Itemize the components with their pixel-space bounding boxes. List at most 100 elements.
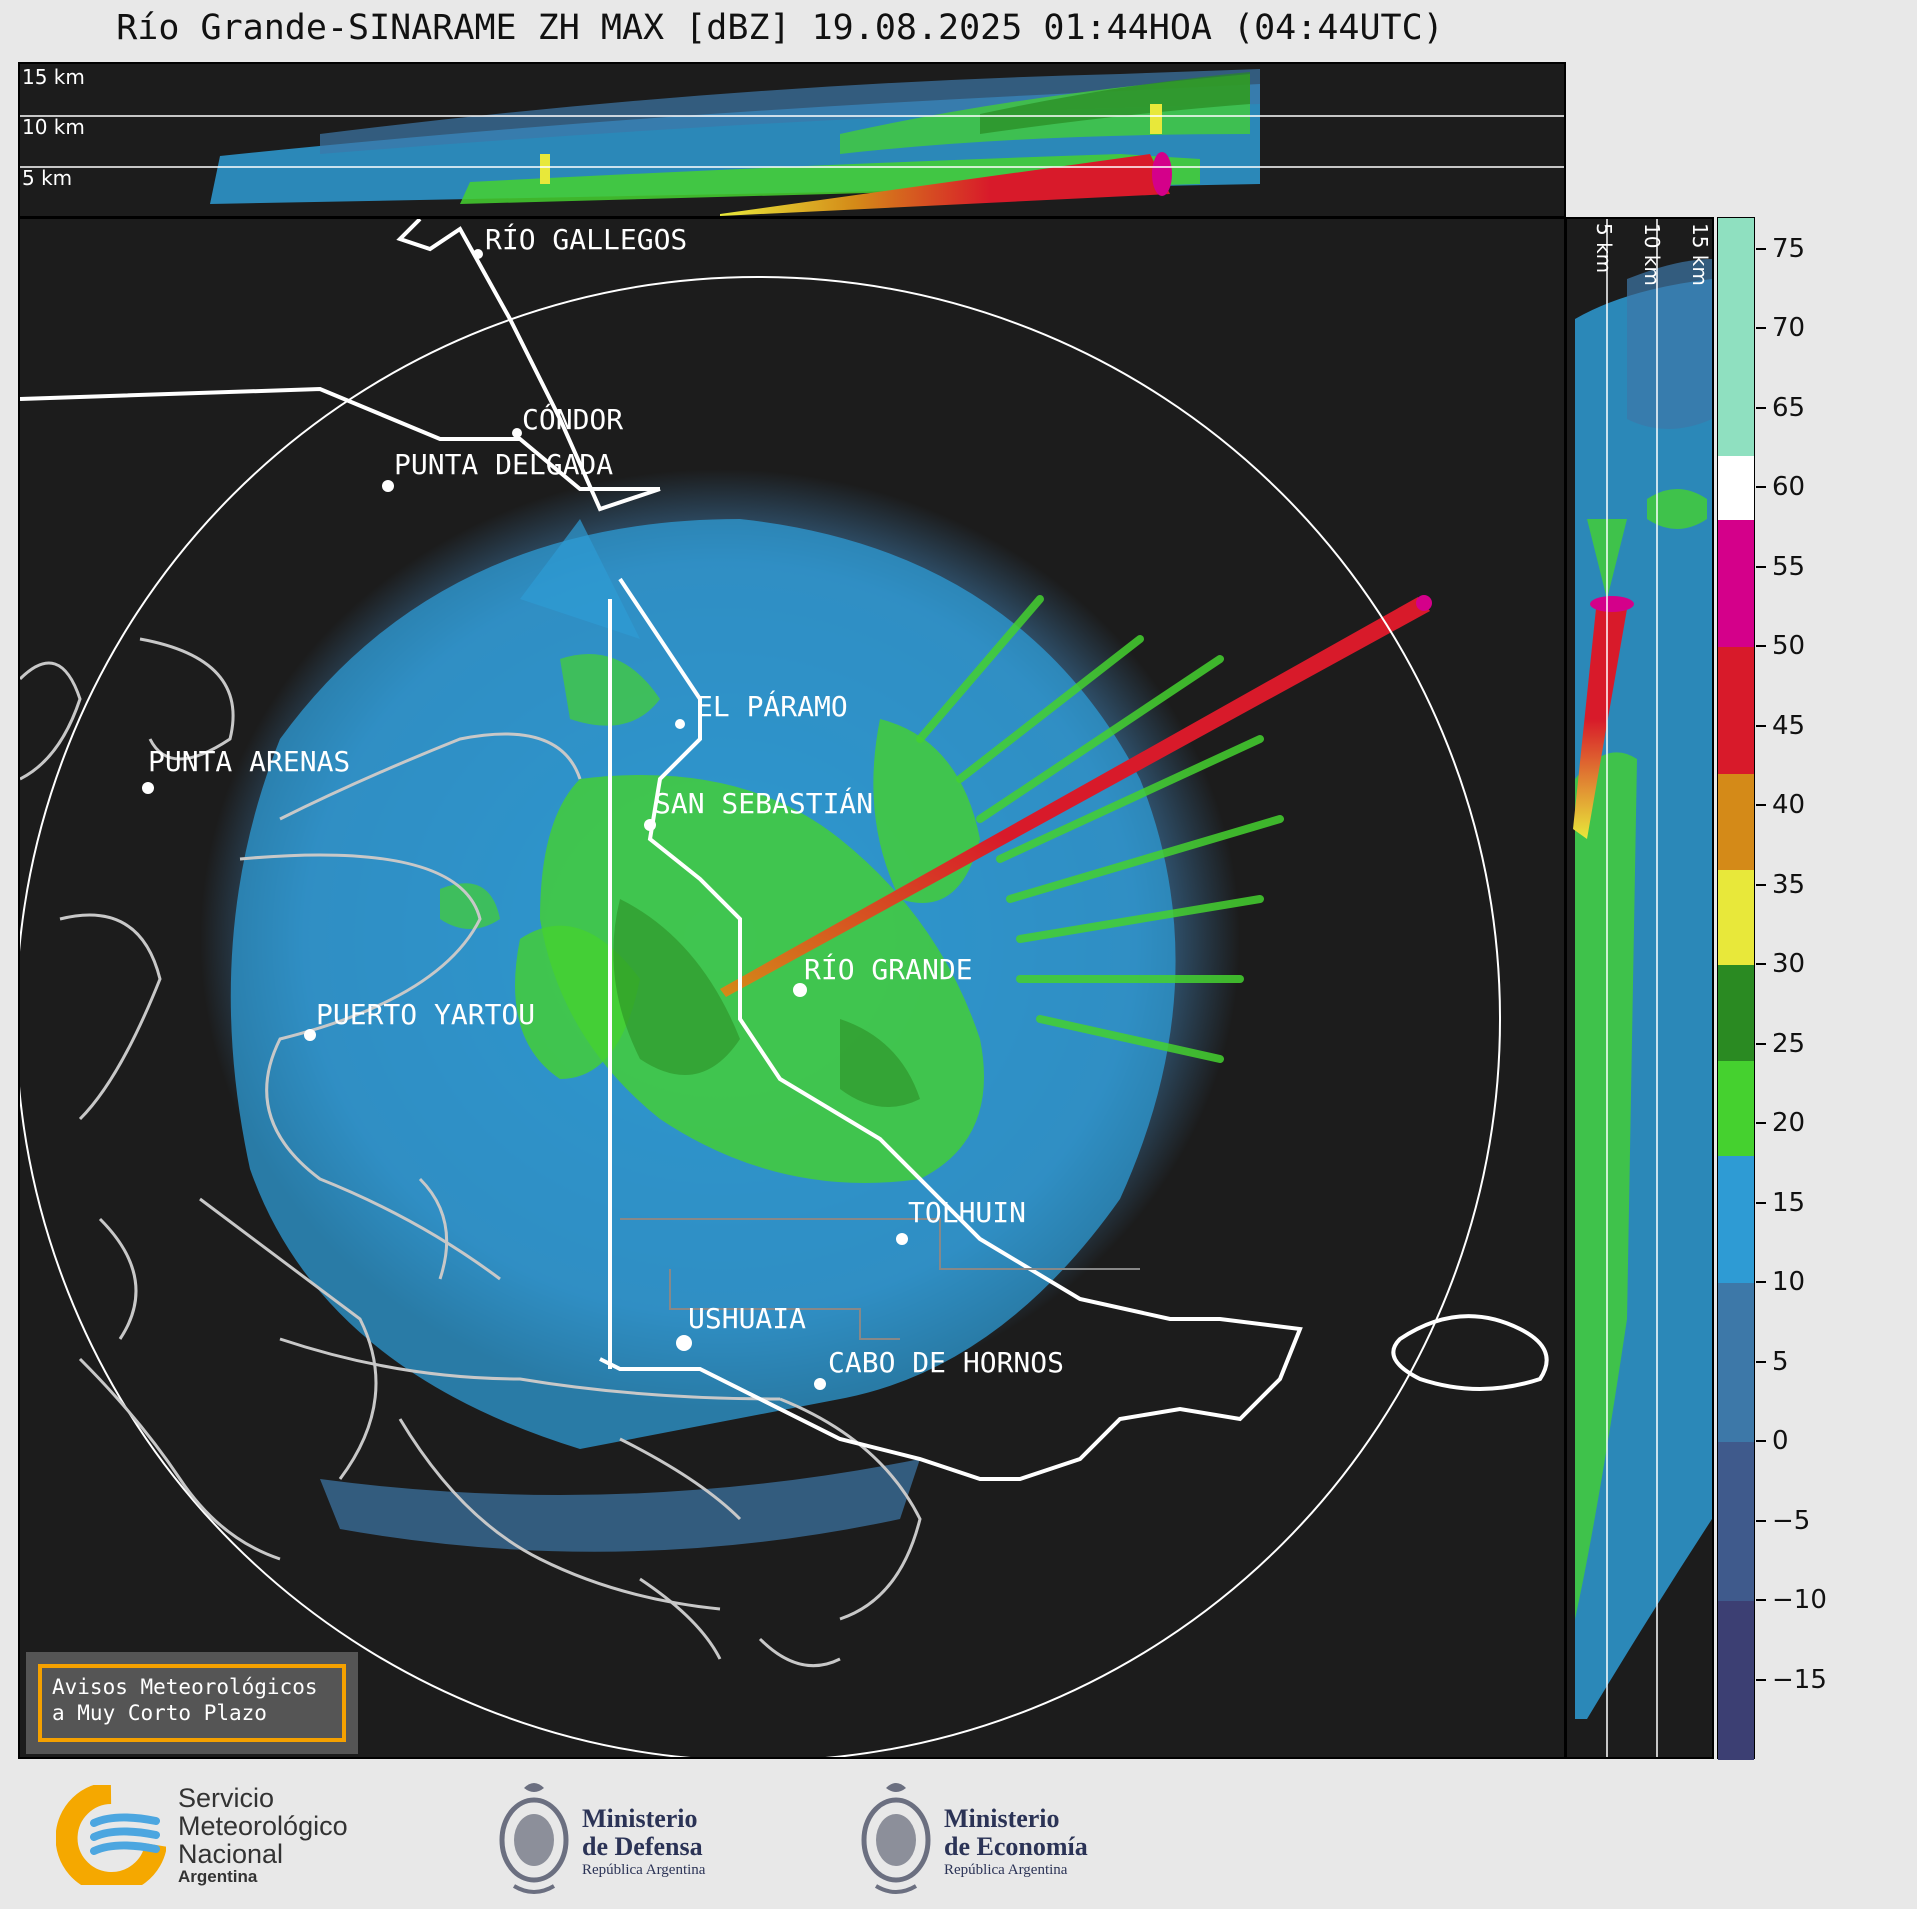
svg-text:RÍO GALLEGOS: RÍO GALLEGOS <box>485 222 687 256</box>
colorbar-tick <box>1756 247 1766 250</box>
colorbar <box>1717 217 1755 1760</box>
colorbar-tick-label: 45 <box>1772 710 1806 741</box>
economia-logo-line-3: República Argentina <box>944 1862 1068 1878</box>
city-punta-arenas: PUNTA ARENAS <box>142 745 350 794</box>
svg-text:CÓNDOR: CÓNDOR <box>522 402 623 436</box>
notice-line-1: Avisos Meteorológicos <box>52 1675 318 1699</box>
side-echo-field <box>1575 259 1712 1719</box>
city-rio-grande: RÍO GRANDE <box>793 952 973 997</box>
side-cross-section-panel: 5 km 10 km 15 km <box>1565 217 1714 1759</box>
colorbar-tick <box>1756 1678 1766 1681</box>
svg-text:PUNTA ARENAS: PUNTA ARENAS <box>148 745 350 778</box>
notice-line-2: a Muy Corto Plazo <box>52 1701 267 1725</box>
economia-logo-line-1: Ministerio <box>944 1804 1060 1833</box>
colorbar-segment <box>1718 1060 1754 1156</box>
svg-text:TOLHUIN: TOLHUIN <box>908 1196 1026 1229</box>
colorbar-tick <box>1756 1201 1766 1204</box>
side-cross-section-svg: 5 km 10 km 15 km <box>1573 219 1712 1757</box>
svg-text:CABO DE HORNOS: CABO DE HORNOS <box>828 1346 1064 1379</box>
top-echo-field <box>210 69 1260 216</box>
colorbar-tick-label: 65 <box>1772 392 1806 423</box>
side-beam-high <box>1573 599 1627 839</box>
colorbar-tick-label: 5 <box>1772 1346 1789 1377</box>
svg-text:RÍO GRANDE: RÍO GRANDE <box>804 952 973 986</box>
city-condor: CÓNDOR <box>512 402 623 438</box>
colorbar-tick-label: 75 <box>1772 233 1806 264</box>
colorbar-tick <box>1756 883 1766 886</box>
colorbar-segment <box>1718 1283 1754 1443</box>
side-beam-peak <box>1590 596 1634 612</box>
colorbar-segment <box>1718 1601 1754 1760</box>
colorbar-tick <box>1756 1519 1766 1522</box>
economia-shield-icon <box>861 1783 931 1894</box>
svg-text:USHUAIA: USHUAIA <box>688 1302 806 1335</box>
colorbar-tick <box>1756 1360 1766 1363</box>
alt-label-5km: 5 km <box>22 166 72 190</box>
defensa-logo-line-1: Ministerio <box>582 1804 698 1833</box>
colorbar-segment <box>1718 520 1754 648</box>
colorbar-tick-label: −15 <box>1772 1664 1827 1695</box>
defensa-shield-icon <box>499 1783 569 1894</box>
colorbar-tick <box>1756 1042 1766 1045</box>
colorbar-tick <box>1756 486 1766 489</box>
city-puerto-yartou: PUERTO YARTOU <box>304 998 535 1041</box>
smn-logo-line-1: Servicio <box>178 1783 275 1813</box>
svg-text:PUNTA DELGADA: PUNTA DELGADA <box>394 448 613 481</box>
colorbar-tick <box>1756 406 1766 409</box>
city-cabo-de-hornos: CABO DE HORNOS <box>814 1346 1064 1390</box>
svg-text:SAN SEBASTIÁN: SAN SEBASTIÁN <box>654 786 873 820</box>
alt-label-10km: 10 km <box>22 115 85 139</box>
economia-logo-line-2: de Economía <box>944 1832 1088 1861</box>
smn-logo-line-2: Meteorológico <box>178 1811 348 1841</box>
range-ring <box>20 276 1501 1757</box>
colorbar-tick <box>1756 565 1766 568</box>
radar-map-svg: RÍO GALLEGOS CÓNDOR PUNTA DELGADA PUNTA … <box>20 219 1549 1757</box>
chart-title: Río Grande-SINARAME ZH MAX [dBZ] 19.08.2… <box>116 8 1444 48</box>
colorbar-tick <box>1756 1122 1766 1125</box>
colorbar-tick <box>1756 1281 1766 1284</box>
colorbar-tick <box>1756 1599 1766 1602</box>
colorbar-tick <box>1756 724 1766 727</box>
colorbar-tick-label: 10 <box>1772 1267 1806 1298</box>
top-cross-section-panel: 15 km 10 km 5 km <box>18 62 1566 218</box>
colorbar-tick-label: 20 <box>1772 1108 1806 1139</box>
city-san-sebastian: SAN SEBASTIÁN <box>644 786 873 831</box>
city-tolhuin: TOLHUIN <box>896 1196 1026 1245</box>
colorbar-tick-label: 55 <box>1772 551 1806 582</box>
top-cross-section-svg: 15 km 10 km 5 km <box>20 65 1564 216</box>
alt-label-15km: 15 km <box>22 65 85 89</box>
borders <box>20 219 1549 1481</box>
echo-streaks <box>916 595 1284 1063</box>
smn-logo-line-3: Nacional <box>178 1839 284 1869</box>
colorbar-segment <box>1718 456 1754 521</box>
colorbar-tick-label: 60 <box>1772 472 1806 503</box>
colorbar-segment <box>1718 774 1754 870</box>
side-alt-label-10km: 10 km <box>1640 223 1664 286</box>
svg-text:PUERTO YARTOU: PUERTO YARTOU <box>316 998 535 1031</box>
colorbar-tick <box>1756 804 1766 807</box>
colorbar-tick <box>1756 1440 1766 1443</box>
colorbar-tick-label: 0 <box>1772 1426 1789 1457</box>
echo-field-mid <box>440 654 984 1183</box>
colorbar-tick-label: −5 <box>1772 1505 1811 1536</box>
colorbar-tick-label: 35 <box>1772 869 1806 900</box>
side-alt-label-5km: 5 km <box>1592 223 1616 273</box>
radar-map-panel: RÍO GALLEGOS CÓNDOR PUNTA DELGADA PUNTA … <box>18 217 1566 1759</box>
city-ushuaia: USHUAIA <box>676 1302 806 1351</box>
defensa-logo-line-2: de Defensa <box>582 1832 703 1861</box>
colorbar-segment <box>1718 647 1754 775</box>
province-border <box>620 1218 1140 1340</box>
city-punta-delgada: PUNTA DELGADA <box>382 448 613 492</box>
svg-text:EL PÁRAMO: EL PÁRAMO <box>696 689 848 723</box>
colorbar-tick-label: −10 <box>1772 1585 1827 1616</box>
city-rio-gallegos: RÍO GALLEGOS <box>473 222 687 259</box>
colorbar-segment <box>1718 1442 1754 1602</box>
colorbar-tick-label: 30 <box>1772 949 1806 980</box>
colorbar-segment <box>1718 1155 1754 1284</box>
colorbar-tick <box>1756 327 1766 330</box>
notice-box[interactable]: Avisos Meteorológicos a Muy Corto Plazo <box>26 1652 358 1754</box>
colorbar-tick-label: 70 <box>1772 313 1806 344</box>
smn-logo-line-4: Argentina <box>178 1867 258 1886</box>
smn-logo-icon <box>56 1785 166 1885</box>
colorbar-tick <box>1756 963 1766 966</box>
